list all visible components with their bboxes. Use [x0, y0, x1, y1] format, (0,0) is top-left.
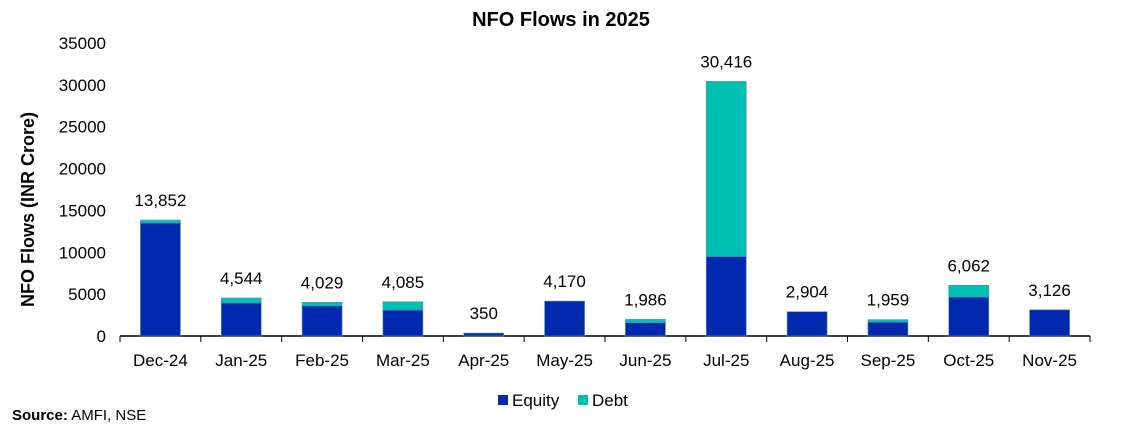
bar-debt [948, 284, 990, 298]
data-label: 13,852 [134, 191, 186, 210]
source-note: Source: AMFI, NSE [12, 407, 146, 424]
bar-debt [867, 319, 909, 323]
bar-equity [867, 321, 909, 337]
y-tick-label: 35000 [59, 34, 106, 53]
data-label: 350 [470, 304, 498, 323]
legend-swatch-debt [578, 395, 588, 405]
y-tick-label: 15000 [59, 201, 106, 220]
data-label: 3,126 [1028, 281, 1071, 300]
y-tick-label: 0 [97, 327, 106, 346]
bar-equity [786, 311, 828, 337]
x-tick-label: Sep-25 [861, 351, 916, 370]
x-tick-label: Jul-25 [703, 351, 749, 370]
bar-debt [140, 219, 181, 224]
data-label: 1,986 [624, 290, 667, 309]
bar-equity [544, 300, 585, 337]
data-label: 30,416 [700, 52, 752, 71]
data-label: 4,085 [382, 273, 425, 292]
data-label: 4,544 [220, 269, 263, 288]
y-tick-label: 5000 [68, 285, 106, 304]
y-tick-label: 20000 [59, 160, 106, 179]
legend-swatch-equity [498, 395, 508, 405]
x-tick-label: Feb-25 [295, 351, 349, 370]
bar-equity [705, 256, 747, 337]
source-text: AMFI, NSE [67, 407, 147, 424]
bar-equity [220, 302, 262, 337]
x-tick-label: Jan-25 [215, 351, 267, 370]
source-label: Source: [12, 407, 68, 424]
bar-equity [948, 296, 990, 337]
x-tick-label: Nov-25 [1022, 351, 1077, 370]
bar-equity [463, 332, 505, 337]
x-tick-label: Jun-25 [619, 351, 671, 370]
y-tick-label: 25000 [59, 118, 106, 137]
bar-equity [140, 222, 181, 337]
data-label: 4,170 [543, 272, 586, 291]
x-tick-label: Mar-25 [376, 351, 430, 370]
data-label: 6,062 [947, 256, 990, 275]
chart-title: NFO Flows in 2025 [472, 9, 650, 31]
bar-equity [625, 322, 666, 337]
x-tick-label: Apr-25 [458, 351, 509, 370]
bar-equity [382, 309, 424, 337]
bar-equity [301, 305, 343, 337]
bar-debt [220, 297, 262, 304]
bar-debt [301, 301, 343, 307]
x-tick-label: Oct-25 [943, 351, 994, 370]
legend-label-debt: Debt [592, 391, 628, 410]
data-label: 4,029 [301, 273, 344, 292]
bar-debt [625, 319, 666, 323]
x-tick-label: Dec-24 [133, 351, 188, 370]
y-tick-label: 10000 [59, 243, 106, 262]
x-tick-label: Aug-25 [780, 351, 835, 370]
bar-equity [1029, 309, 1070, 337]
data-label: 1,959 [867, 291, 910, 310]
y-axis-label: NFO Flows (INR Crore) [18, 112, 38, 307]
legend-label-equity: Equity [512, 391, 560, 410]
bar-debt [382, 301, 424, 311]
data-label: 2,904 [786, 283, 829, 302]
bar-debt [705, 81, 747, 257]
y-tick-label: 30000 [59, 76, 106, 95]
x-tick-label: May-25 [536, 351, 593, 370]
